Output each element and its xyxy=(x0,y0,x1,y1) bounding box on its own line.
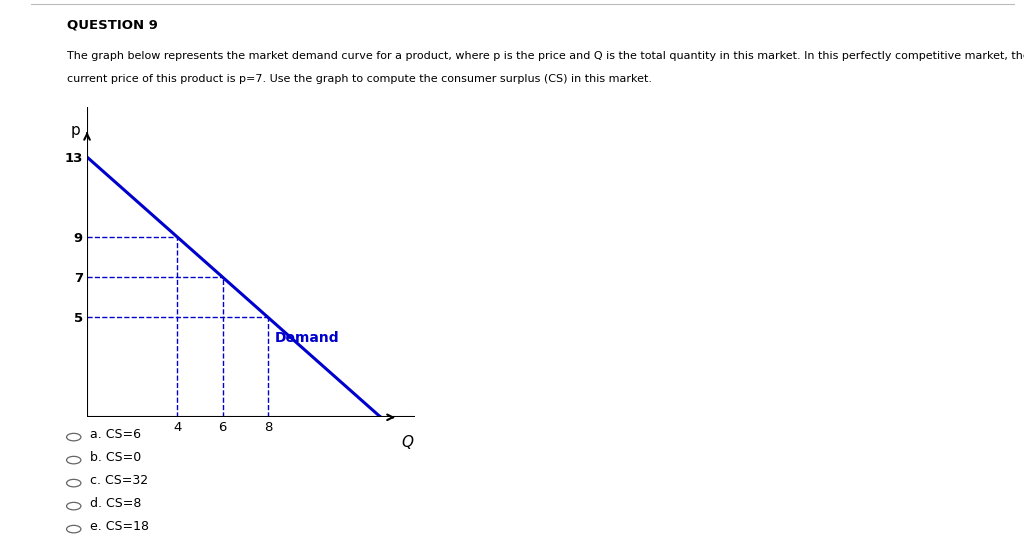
Text: Q: Q xyxy=(401,435,414,450)
Text: c. CS=32: c. CS=32 xyxy=(90,474,148,487)
Text: b. CS=0: b. CS=0 xyxy=(90,451,141,464)
Text: e. CS=18: e. CS=18 xyxy=(90,520,150,533)
Text: Demand: Demand xyxy=(274,331,339,345)
Text: QUESTION 9: QUESTION 9 xyxy=(67,19,158,32)
Text: d. CS=8: d. CS=8 xyxy=(90,497,141,510)
Text: current price of this product is p=7. Use the graph to compute the consumer surp: current price of this product is p=7. Us… xyxy=(67,74,651,84)
Text: The graph below represents the market demand curve for a product, where p is the: The graph below represents the market de… xyxy=(67,51,1024,61)
Text: a. CS=6: a. CS=6 xyxy=(90,428,141,441)
Text: p: p xyxy=(71,123,81,138)
